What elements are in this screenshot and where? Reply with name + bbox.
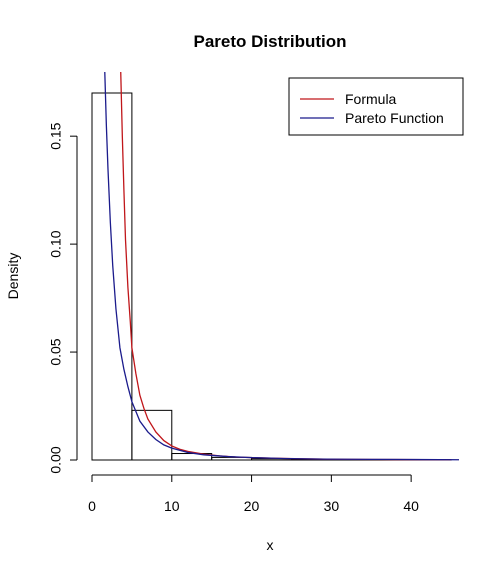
histogram-bar bbox=[131, 409, 173, 461]
y-axis-label: Density bbox=[5, 253, 21, 300]
legend-label-pareto-function: Pareto Function bbox=[345, 110, 444, 126]
x-tick-label: 20 bbox=[244, 498, 260, 514]
y-tick-label: 0.10 bbox=[48, 230, 64, 257]
x-tick-label: 0 bbox=[88, 498, 96, 514]
histogram-bar bbox=[91, 92, 133, 461]
histogram bbox=[91, 92, 452, 461]
y-tick-label: 0.00 bbox=[48, 446, 64, 473]
series-line-pareto-function bbox=[104, 72, 460, 461]
x-axis-label: x bbox=[267, 537, 274, 553]
density-curves bbox=[104, 72, 460, 461]
x-tick-label: 10 bbox=[164, 498, 180, 514]
x-tick-label: 30 bbox=[324, 498, 340, 514]
y-axis: 0.00 0.05 0.10 0.15 bbox=[48, 122, 78, 474]
legend-box bbox=[288, 77, 464, 136]
y-tick-label: 0.05 bbox=[48, 338, 64, 365]
legend-label-formula: Formula bbox=[345, 91, 397, 107]
x-axis: 0 10 20 30 40 bbox=[88, 474, 419, 514]
x-tick-label: 40 bbox=[403, 498, 419, 514]
y-tick-label: 0.15 bbox=[48, 122, 64, 149]
legend: Formula Pareto Function bbox=[288, 77, 464, 136]
chart-title: Pareto Distribution bbox=[193, 32, 346, 51]
